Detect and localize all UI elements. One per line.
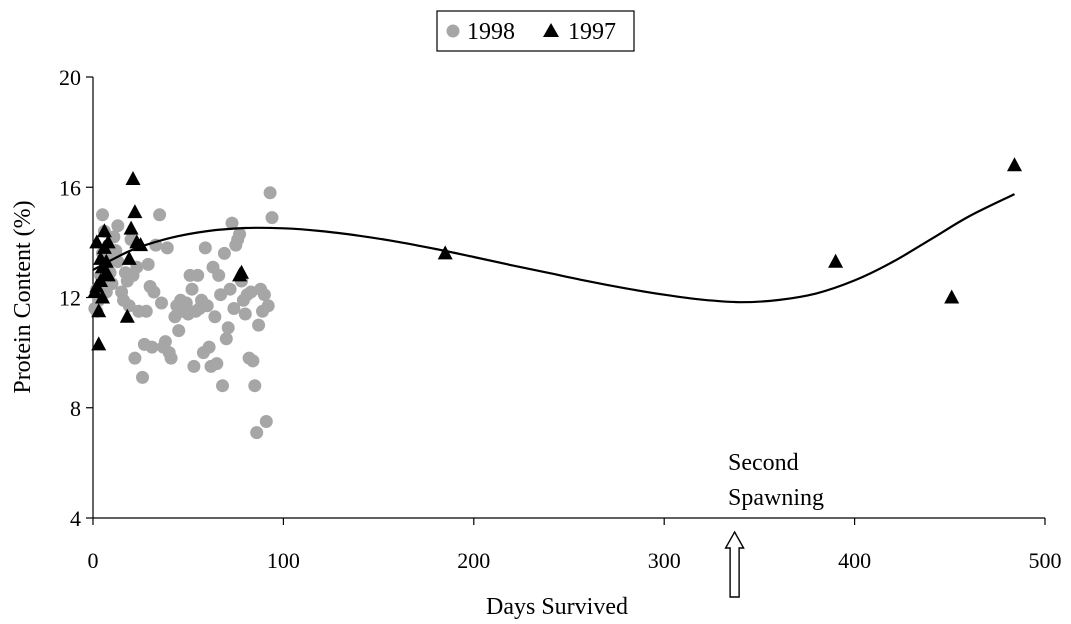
y-tick-label: 8 (70, 396, 81, 421)
data-point-1998 (246, 354, 260, 368)
data-point-1998 (139, 304, 153, 318)
data-point-1998 (191, 268, 205, 282)
data-point-1998 (216, 379, 229, 393)
data-point-1997 (100, 234, 116, 249)
arrow-up-icon (724, 530, 745, 598)
legend-label-1997: 1997 (568, 19, 616, 45)
annotation-line-1: Second (728, 450, 799, 476)
data-point-1997 (96, 223, 112, 238)
data-point-1997 (437, 245, 453, 260)
data-point-1998 (160, 241, 174, 255)
y-tick-label: 12 (59, 286, 81, 311)
data-point-1998 (225, 216, 239, 230)
data-point-1998 (248, 379, 262, 393)
data-point-1998 (122, 299, 136, 313)
legend-label-1998: 1998 (467, 19, 515, 45)
x-tick-label: 0 (88, 548, 99, 573)
data-point-1998 (141, 257, 155, 271)
data-point-1998 (214, 288, 228, 302)
data-point-1998 (212, 268, 226, 282)
x-tick-label: 300 (648, 548, 681, 573)
data-point-1998 (155, 296, 168, 310)
x-tick-label: 500 (1029, 548, 1062, 573)
data-point-1998 (153, 208, 167, 222)
data-point-1998 (238, 307, 252, 321)
data-point-1998 (259, 415, 273, 428)
y-tick-label: 20 (59, 65, 81, 90)
data-point-1998 (227, 302, 241, 315)
data-point-1998 (265, 211, 279, 225)
data-point-1998 (111, 219, 125, 233)
data-point-1997 (828, 253, 844, 268)
data-point-1998 (147, 285, 161, 299)
legend: 1998 1997 (436, 10, 635, 52)
data-point-1998 (208, 310, 222, 324)
data-point-1998 (257, 288, 271, 302)
data-point-1998 (96, 208, 109, 222)
data-point-1998 (198, 241, 212, 255)
data-point-1998 (221, 321, 235, 335)
data-point-1997 (125, 171, 141, 185)
axes (92, 77, 1045, 519)
legend-box (436, 10, 635, 52)
data-point-1997 (121, 250, 137, 265)
y-axis-title: Protein Content (%) (10, 200, 36, 393)
data-point-1997 (944, 289, 960, 304)
data-point-1998 (185, 282, 199, 296)
trendline (92, 193, 1015, 304)
x-tick-label: 100 (267, 548, 300, 573)
annotation: Second Spawning (724, 450, 824, 598)
y-tick-label: 16 (59, 175, 81, 200)
annotation-line-2: Spawning (728, 485, 824, 511)
y-tick-label: 4 (70, 506, 81, 531)
data-point-1998 (187, 359, 201, 373)
data-point-1997 (1007, 157, 1022, 172)
data-point-1998 (217, 246, 231, 260)
data-point-1997 (91, 336, 107, 351)
data-point-1998 (233, 227, 247, 241)
data-point-1998 (250, 426, 264, 440)
data-point-1998 (210, 357, 224, 371)
x-axis-title: Days Survived (486, 594, 628, 620)
data-point-1998 (136, 370, 149, 384)
data-point-1997 (93, 273, 109, 287)
data-point-1998 (202, 340, 216, 354)
data-point-1998 (164, 351, 178, 365)
legend-marker-1997 (543, 23, 559, 37)
data-point-1997 (234, 264, 249, 279)
data-point-1997 (95, 289, 110, 304)
series-1998 (88, 186, 279, 440)
data-point-1997 (127, 204, 143, 219)
data-point-1998 (252, 318, 266, 332)
data-point-1997 (123, 220, 139, 235)
data-point-1997 (119, 308, 135, 323)
y-ticks: 4 8 12 16 20 (59, 65, 93, 531)
data-point-1998 (219, 332, 233, 346)
data-point-1998 (128, 351, 142, 365)
x-tick-label: 200 (457, 548, 490, 573)
x-tick-label: 400 (838, 548, 871, 573)
data-point-1997 (91, 303, 107, 318)
data-point-1998 (158, 335, 172, 349)
series-1997 (87, 157, 1022, 351)
data-point-1997 (89, 234, 105, 249)
data-point-1998 (145, 340, 159, 354)
data-point-1998 (172, 324, 186, 338)
legend-marker-1998 (446, 24, 460, 38)
data-point-1997 (100, 267, 116, 282)
data-point-1998 (263, 186, 277, 200)
data-point-1998 (223, 282, 237, 296)
x-ticks: 0 100 200 300 400 500 (88, 518, 1062, 573)
data-point-1998 (179, 296, 193, 310)
data-point-1998 (200, 299, 214, 313)
data-point-1998 (261, 299, 275, 313)
